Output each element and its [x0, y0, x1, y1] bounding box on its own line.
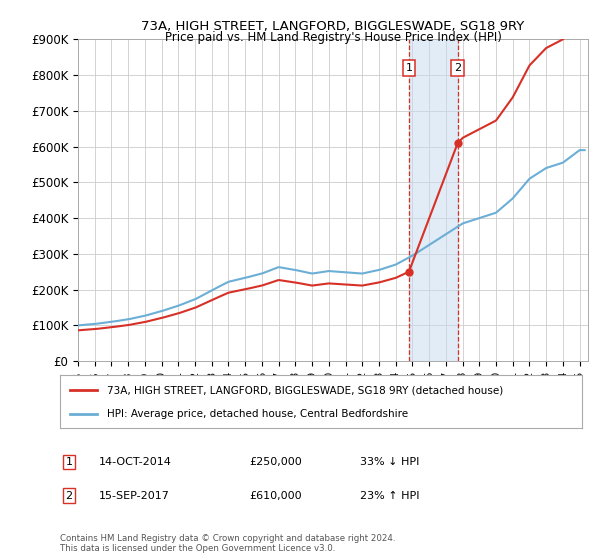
Text: Contains HM Land Registry data © Crown copyright and database right 2024.
This d: Contains HM Land Registry data © Crown c… [60, 534, 395, 553]
Text: Price paid vs. HM Land Registry's House Price Index (HPI): Price paid vs. HM Land Registry's House … [164, 31, 502, 44]
Text: 2: 2 [65, 491, 73, 501]
Text: £610,000: £610,000 [249, 491, 302, 501]
Text: 2: 2 [454, 63, 461, 73]
Text: HPI: Average price, detached house, Central Bedfordshire: HPI: Average price, detached house, Cent… [107, 408, 408, 418]
Text: 73A, HIGH STREET, LANGFORD, BIGGLESWADE, SG18 9RY: 73A, HIGH STREET, LANGFORD, BIGGLESWADE,… [142, 20, 524, 32]
Bar [409, 39, 458, 361]
Text: 1: 1 [406, 63, 412, 73]
Text: 33% ↓ HPI: 33% ↓ HPI [360, 457, 419, 467]
Text: 15-SEP-2017: 15-SEP-2017 [99, 491, 170, 501]
Text: 14-OCT-2014: 14-OCT-2014 [99, 457, 172, 467]
Text: 73A, HIGH STREET, LANGFORD, BIGGLESWADE, SG18 9RY (detached house): 73A, HIGH STREET, LANGFORD, BIGGLESWADE,… [107, 385, 503, 395]
Text: 1: 1 [65, 457, 73, 467]
Text: 23% ↑ HPI: 23% ↑ HPI [360, 491, 419, 501]
Text: £250,000: £250,000 [249, 457, 302, 467]
